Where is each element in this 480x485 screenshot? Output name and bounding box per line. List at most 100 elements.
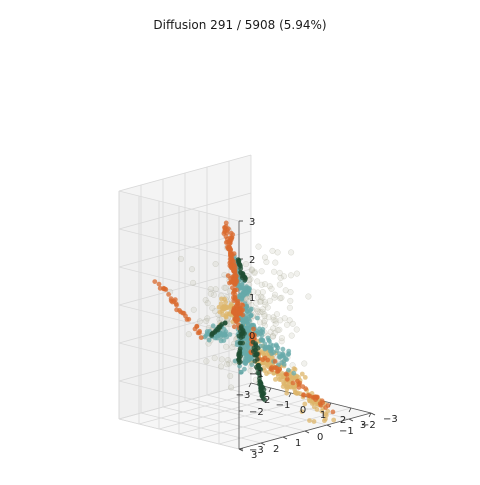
background-point — [203, 317, 210, 325]
background-point — [228, 384, 235, 391]
data-point-orange — [303, 386, 309, 392]
background-point — [258, 268, 265, 275]
data-point-sand — [223, 313, 229, 319]
data-point-orange — [297, 380, 303, 386]
data-point-orange — [232, 268, 238, 274]
background-point — [261, 298, 268, 305]
data-point-teal — [280, 346, 286, 352]
background-point — [280, 273, 287, 280]
background-point — [223, 361, 231, 368]
data-point-teal — [206, 337, 212, 343]
data-point-teal — [281, 352, 286, 358]
data-point-teal — [245, 322, 251, 327]
y-tick-mark — [326, 424, 332, 428]
y-tick-mark — [304, 430, 310, 434]
data-point-orange — [251, 332, 257, 338]
data-point-orange — [198, 335, 204, 340]
data-point-dark_green — [238, 340, 244, 346]
background-point — [216, 316, 223, 323]
data-point-orange — [262, 355, 268, 361]
data-point-teal — [242, 289, 248, 295]
background-point — [265, 314, 272, 321]
grid-line-z-back — [118, 380, 240, 412]
x-tick-label: −2 — [256, 395, 271, 406]
background-point — [210, 291, 217, 298]
background-point — [261, 317, 268, 324]
data-point-teal — [247, 286, 253, 292]
background-point — [263, 258, 270, 266]
data-point-sand — [331, 417, 337, 423]
data-point-orange — [183, 313, 188, 319]
data-point-teal — [227, 332, 233, 337]
x-tick-label: 2 — [340, 415, 346, 426]
data-point-orange — [238, 306, 243, 312]
background-point — [259, 289, 266, 296]
background-point — [293, 326, 300, 333]
background-point — [257, 297, 264, 304]
background-point — [272, 259, 279, 266]
background-point — [256, 319, 264, 326]
background-point — [259, 308, 266, 315]
data-point-sand — [294, 391, 300, 396]
background-point — [264, 304, 271, 311]
x-tick-mark — [288, 392, 292, 398]
background-point — [271, 291, 279, 298]
data-point-teal — [244, 340, 250, 346]
background-point — [253, 306, 260, 313]
data-point-dark_green — [242, 274, 248, 280]
background-point — [277, 274, 284, 281]
data-point-sand — [322, 418, 327, 424]
x-tick-mark — [348, 407, 352, 413]
grid-line-z-left — [118, 382, 252, 420]
background-point — [218, 356, 225, 363]
data-point-teal — [242, 366, 247, 372]
data-point-dark_green — [255, 370, 261, 376]
data-point-orange — [312, 394, 318, 400]
y-tick-mark — [260, 442, 266, 446]
data-point-sand — [302, 375, 308, 380]
background-point — [222, 284, 229, 291]
data-point-orange — [323, 405, 328, 410]
grid-line-z-back — [118, 418, 240, 450]
background-point — [209, 305, 216, 312]
data-point-orange — [194, 323, 200, 329]
data-point-sand — [291, 366, 297, 372]
background-point — [229, 344, 236, 351]
background-point — [211, 355, 218, 362]
data-point-sand — [285, 383, 290, 389]
data-point-orange — [225, 273, 231, 279]
background-point — [262, 301, 269, 308]
data-point-teal — [255, 315, 260, 321]
background-point — [305, 293, 312, 300]
data-point-dark_green — [214, 327, 220, 332]
data-point-sand — [273, 377, 278, 382]
y-tick-label: 3 — [251, 450, 257, 461]
data-point-orange — [230, 290, 236, 296]
background-point — [218, 363, 225, 370]
background-point — [258, 281, 265, 288]
background-point — [289, 320, 296, 327]
series-dark_green — [209, 257, 267, 403]
grid-line-y-floor — [206, 394, 328, 426]
background-point — [203, 358, 210, 365]
y-tick-mark — [282, 436, 288, 440]
data-point-orange — [166, 292, 172, 297]
grid-line-y-floor — [140, 412, 262, 444]
background-point — [177, 255, 185, 262]
background-point — [278, 338, 285, 345]
data-point-orange — [269, 367, 275, 373]
background-point — [207, 290, 214, 297]
background-point — [287, 272, 295, 279]
grid-line-y-floor — [184, 400, 306, 432]
background-point — [277, 317, 284, 324]
background-point — [266, 297, 273, 304]
data-point-orange — [174, 307, 180, 313]
data-point-sand — [217, 309, 223, 315]
grid-line-y-floor — [228, 388, 350, 420]
data-point-sand — [279, 370, 285, 376]
z-tick-label: 3 — [249, 217, 255, 228]
data-point-teal — [258, 331, 263, 336]
background-point — [286, 304, 293, 311]
chart-title: Diffusion 291 / 5908 (5.94%) — [153, 18, 327, 32]
